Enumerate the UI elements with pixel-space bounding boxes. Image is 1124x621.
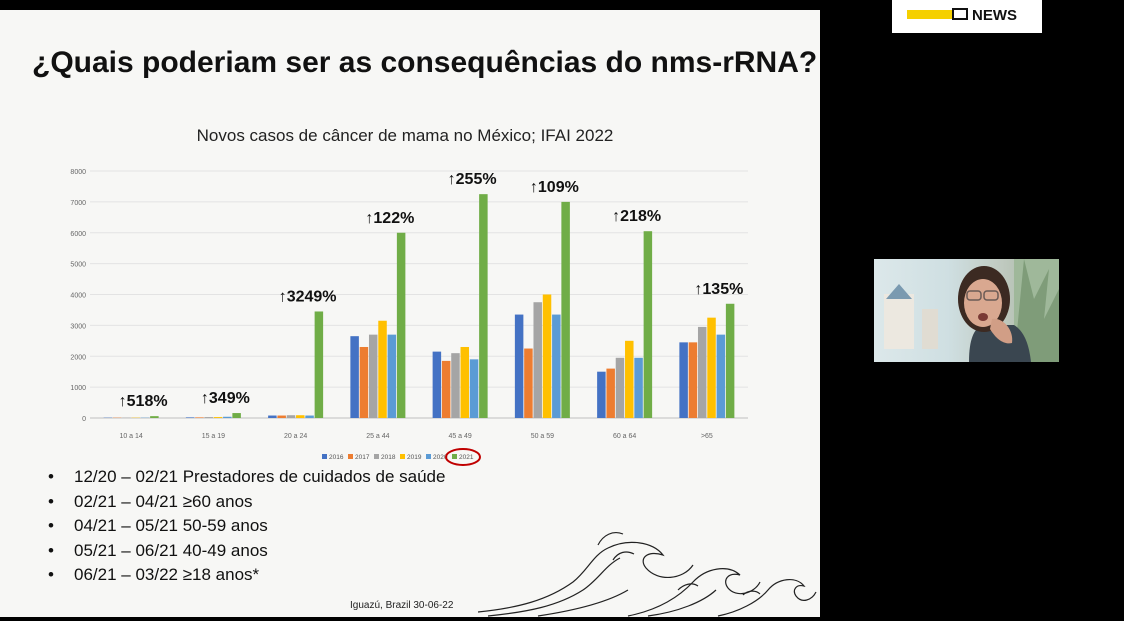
bar-2017	[277, 415, 286, 418]
bar-2017	[606, 368, 615, 418]
bar-2016	[514, 314, 524, 418]
legend-swatch	[452, 454, 457, 459]
bar-2018	[533, 302, 542, 418]
y-tick-label: 8000	[70, 169, 86, 176]
bullet-item: 06/21 – 03/22 ≥18 anos*	[48, 563, 445, 588]
slide-title: ¿Quais poderiam ser as consequências do …	[32, 46, 818, 79]
x-tick-label: 10 a 14	[119, 433, 142, 440]
bar-2019	[707, 317, 716, 418]
bar-2018	[204, 417, 213, 418]
bar-2017	[441, 360, 451, 418]
bar-2016	[597, 371, 606, 418]
bar-2016	[185, 417, 195, 418]
bar-2016	[350, 336, 359, 418]
bullet-item: 04/21 – 05/21 50-59 anos	[48, 514, 445, 539]
presentation-slide: ¿Quais poderiam ser as consequências do …	[0, 10, 820, 617]
growth-annotation: ↑255%	[448, 171, 497, 188]
bar-2021	[479, 194, 488, 418]
bar-2019	[542, 294, 552, 418]
bar-2020	[634, 357, 643, 418]
bar-2018	[451, 353, 460, 418]
bar-2021	[396, 232, 406, 418]
news-label: NEWS	[972, 7, 1017, 24]
y-tick-label: 3000	[70, 323, 86, 330]
chart-title: Novos casos de câncer de mama no México;…	[197, 126, 614, 145]
y-tick-label: 4000	[70, 293, 86, 300]
x-tick-label: 15 a 19	[202, 433, 225, 440]
y-tick-label: 2000	[70, 354, 86, 361]
legend-label: 2021	[459, 454, 474, 461]
bar-2020	[552, 314, 561, 418]
legend-label: 2016	[329, 454, 344, 461]
x-tick-label: >65	[701, 433, 713, 440]
bar-2017	[359, 346, 369, 418]
bar-2021	[314, 311, 324, 418]
bar-2016	[679, 342, 688, 418]
bar-2020	[223, 416, 232, 418]
bar-2019	[296, 415, 305, 418]
presenter-video	[884, 259, 1059, 362]
growth-annotation: ↑3249%	[279, 288, 337, 305]
bar-2019	[460, 346, 470, 418]
legend-swatch	[348, 454, 353, 459]
legend-swatch	[426, 454, 431, 459]
bar-2016	[268, 415, 277, 418]
bar-2020	[305, 415, 314, 418]
webcam-feed	[874, 259, 1059, 362]
y-tick-label: 7000	[70, 200, 86, 207]
y-tick-label: 5000	[70, 262, 86, 269]
bar-2018	[368, 334, 378, 418]
bar-2019	[378, 320, 387, 418]
bar-2017	[195, 417, 204, 418]
bar-2019	[213, 417, 223, 418]
growth-annotation: ↑518%	[119, 393, 168, 410]
growth-annotation: ↑349%	[201, 390, 250, 407]
news-logo-bar	[907, 10, 952, 19]
news-logo-icon	[952, 8, 968, 20]
bar-2018	[697, 326, 707, 418]
bar-2016	[432, 351, 442, 418]
highlight-circle	[445, 448, 481, 466]
growth-annotation: ↑135%	[694, 281, 743, 298]
bar-2018	[286, 415, 296, 418]
growth-annotation: ↑109%	[530, 179, 579, 196]
legend-label: 2018	[381, 454, 396, 461]
bar-2020	[469, 359, 479, 418]
legend-swatch	[322, 454, 327, 459]
y-tick-label: 6000	[70, 231, 86, 238]
x-tick-label: 25 a 44	[366, 433, 389, 440]
y-tick-label: 1000	[70, 385, 86, 392]
bar-2020	[387, 334, 397, 418]
growth-annotation: ↑122%	[365, 210, 414, 227]
slide-footer: Iguazú, Brazil 30-06-22	[350, 600, 454, 611]
x-tick-label: 60 a 64	[613, 433, 636, 440]
bar-2021	[150, 416, 159, 418]
bar-2021	[232, 413, 241, 418]
legend-swatch	[400, 454, 405, 459]
news-badge: NEWS	[892, 0, 1042, 33]
bar-2021	[643, 231, 653, 418]
bar-2019	[625, 340, 634, 418]
growth-annotation: ↑218%	[612, 208, 661, 225]
legend-swatch	[374, 454, 379, 459]
bar-2018	[615, 357, 625, 418]
x-tick-label: 20 a 24	[284, 433, 307, 440]
x-tick-label: 50 a 59	[531, 433, 554, 440]
bullet-item: 12/20 – 02/21 Prestadores de cuidados de…	[48, 465, 445, 490]
bar-2021	[725, 303, 735, 418]
bullet-item: 02/21 – 04/21 ≥60 anos	[48, 490, 445, 515]
bar-2017	[524, 348, 533, 418]
bullet-list: 12/20 – 02/21 Prestadores de cuidados de…	[48, 465, 445, 588]
legend-label: 2017	[355, 454, 370, 461]
legend-label: 2019	[407, 454, 422, 461]
wave-illustration	[478, 532, 817, 617]
bullet-item: 05/21 – 06/21 40-49 anos	[48, 539, 445, 564]
bar-2017	[688, 342, 698, 418]
bar-chart: Novos casos de câncer de mama no México;…	[70, 126, 748, 466]
x-tick-label: 45 a 49	[448, 433, 471, 440]
y-tick-label: 0	[82, 416, 86, 423]
legend-label: 2020	[433, 454, 448, 461]
bar-2020	[716, 334, 726, 418]
bar-2021	[561, 201, 570, 418]
